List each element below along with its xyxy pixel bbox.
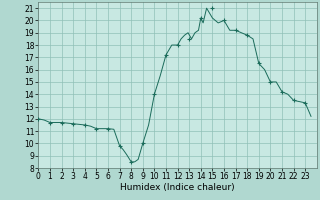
X-axis label: Humidex (Indice chaleur): Humidex (Indice chaleur) [120, 183, 235, 192]
